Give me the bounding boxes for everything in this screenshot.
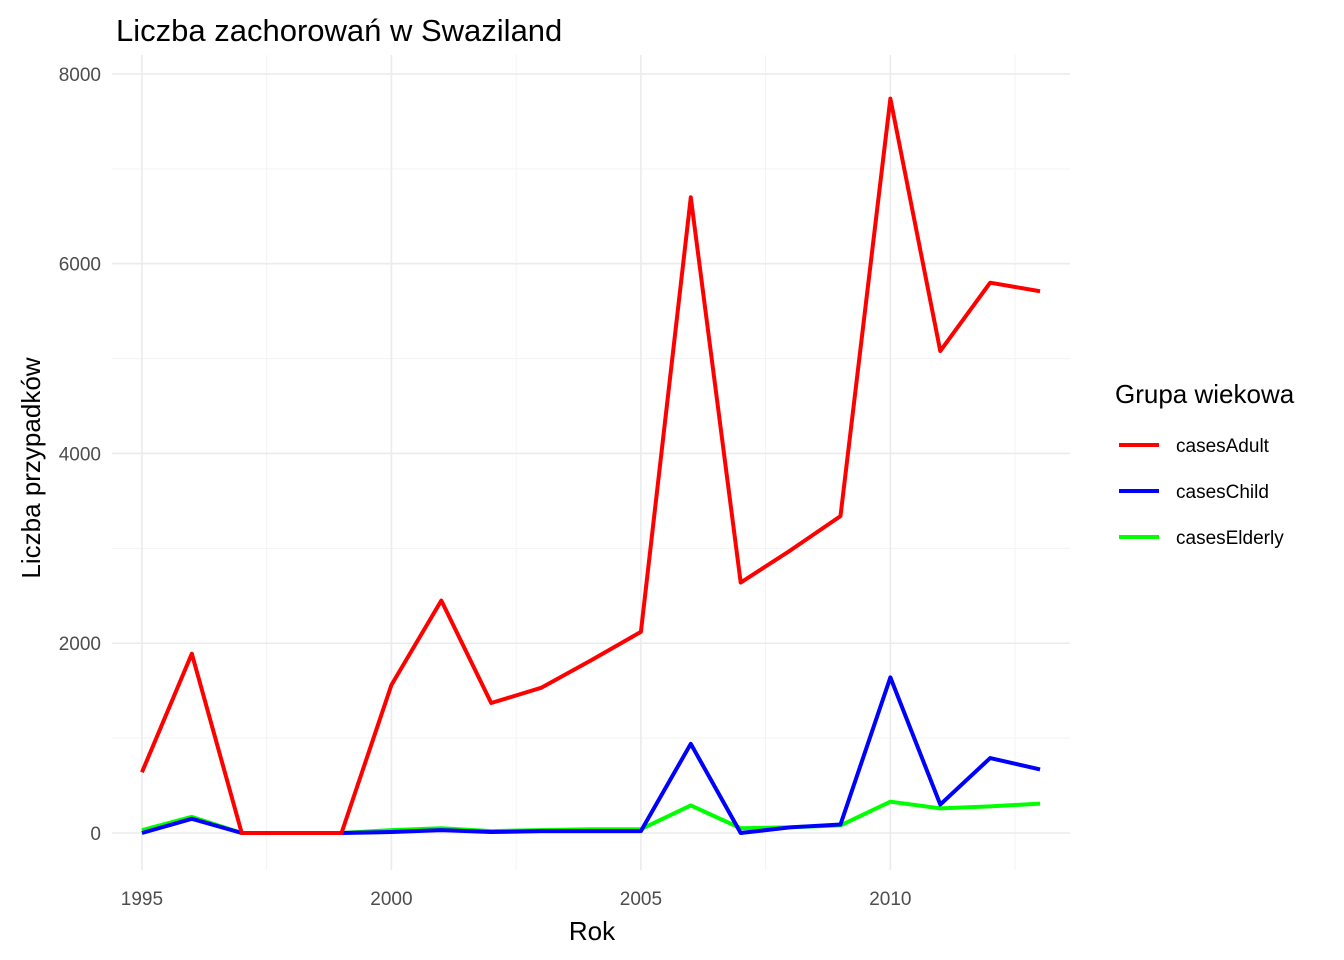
series-line-casesAdult bbox=[140, 96, 1041, 835]
y-tick-label: 2000 bbox=[59, 634, 101, 655]
legend-label-casesAdult: casesAdult bbox=[1176, 436, 1270, 457]
x-tick-label: 2010 bbox=[869, 889, 911, 910]
y-tick-label: 8000 bbox=[59, 65, 101, 86]
series-line-casesElderly bbox=[141, 799, 1041, 835]
x-axis-title: Rok bbox=[569, 916, 616, 946]
legend-items: casesAdult casesChild casesElderly bbox=[1119, 436, 1284, 549]
y-axis-ticks: 0 2000 4000 6000 8000 bbox=[59, 65, 101, 845]
y-tick-label: 0 bbox=[90, 824, 101, 845]
x-tick-label: 2000 bbox=[370, 889, 412, 910]
legend: Grupa wiekowa casesAdult casesChild casesE… bbox=[1115, 379, 1295, 549]
legend-title: Grupa wiekowa bbox=[1115, 379, 1295, 409]
x-tick-label: 2005 bbox=[620, 889, 662, 910]
legend-label-casesElderly: casesElderly bbox=[1176, 528, 1284, 549]
legend-label-casesChild: casesChild bbox=[1176, 482, 1269, 503]
y-tick-label: 6000 bbox=[59, 255, 101, 276]
series-lines bbox=[140, 96, 1041, 835]
x-tick-label: 1995 bbox=[121, 889, 163, 910]
series-line-casesChild bbox=[141, 675, 1041, 835]
x-axis-ticks: 1995 2000 2005 2010 bbox=[121, 889, 912, 910]
y-axis-title: Liczba przypadków bbox=[16, 357, 46, 578]
plot-grid bbox=[112, 55, 1070, 870]
chart-title: Liczba zachorowań w Swaziland bbox=[116, 13, 562, 48]
y-tick-label: 4000 bbox=[59, 444, 101, 465]
